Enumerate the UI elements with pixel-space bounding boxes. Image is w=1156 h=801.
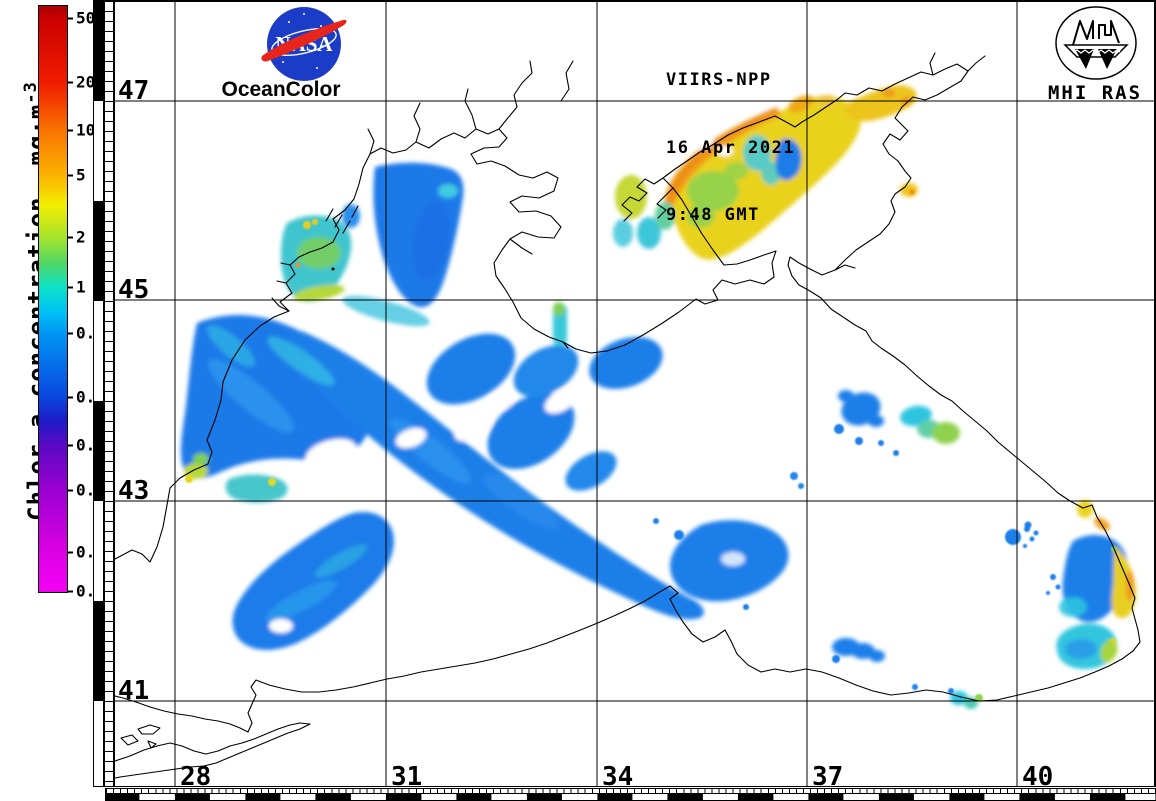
colorbar-tickmark xyxy=(67,129,73,131)
latitude-ruler-ticks xyxy=(104,0,114,787)
marmara-coastline xyxy=(115,722,311,779)
rivers-and-lagoons xyxy=(271,52,986,349)
graticule-grid xyxy=(115,2,1155,786)
mhi-ras-label: MHI RAS xyxy=(1047,82,1143,104)
coastline xyxy=(115,52,1141,779)
nasa-logo: NASA xyxy=(259,4,349,84)
longitude-ruler-blocks xyxy=(105,794,1156,801)
colorbar-tick-label: 1 xyxy=(76,277,86,297)
date-label: 16 Apr 2021 xyxy=(666,137,796,158)
longitude-label: 37 xyxy=(812,762,844,792)
chlorophyll-patches xyxy=(180,85,1136,709)
mhi-ras-logo-icon xyxy=(1053,5,1139,81)
colorbar-tickmark xyxy=(67,396,73,398)
black-sea-chlorophyll-map xyxy=(115,2,1155,786)
colorbar-tick-label: 50 xyxy=(76,8,96,28)
latitude-label: 45 xyxy=(118,275,150,305)
colorbar-tickmark xyxy=(67,332,73,334)
black-sea-azov-coastline xyxy=(115,63,1141,733)
longitude-label: 31 xyxy=(391,762,423,792)
colorbar-tick: 5 xyxy=(67,166,86,185)
latitude-label: 41 xyxy=(118,676,150,706)
colorbar-tickmark xyxy=(67,551,73,553)
colorbar-tick-label: 2 xyxy=(76,227,86,247)
colorbar-tick-label: 10 xyxy=(76,120,96,140)
map-area: VIIRS-NPP 16 Apr 2021 9:48 GMT NASA Ocea… xyxy=(114,0,1156,792)
colorbar-tick: 1 xyxy=(67,278,86,297)
latitude-ruler-blocks xyxy=(93,0,104,787)
colorbar-tick-label: 5 xyxy=(76,165,86,185)
colorbar-tick: 2 xyxy=(67,228,86,247)
nasa-insignia-icon: NASA xyxy=(261,7,347,81)
colorbar-gradient xyxy=(38,5,68,593)
colorbar-tickmark xyxy=(67,590,73,592)
annotation-block: VIIRS-NPP 16 Apr 2021 9:48 GMT xyxy=(666,24,795,272)
colorbar-tick: 50 xyxy=(67,9,95,28)
longitude-label: 40 xyxy=(1022,762,1054,792)
snake-island xyxy=(331,267,335,271)
colorbar-tick: 10 xyxy=(67,121,95,140)
marmara-islands xyxy=(120,724,161,749)
colorbar-tickmark xyxy=(67,286,73,288)
time-label: 9:48 GMT xyxy=(666,205,760,225)
colorbar-tick-label: 20 xyxy=(76,72,96,92)
colorbar-tickmark xyxy=(67,81,73,83)
sensor-label: VIIRS-NPP xyxy=(666,70,772,90)
colorbar-tick: 20 xyxy=(67,73,95,92)
colorbar-tickmark xyxy=(67,236,73,238)
longitude-label: 34 xyxy=(602,762,634,792)
latitude-label: 43 xyxy=(118,476,150,506)
colorbar-tickmark xyxy=(67,444,73,446)
oceancolor-label: OceanColor xyxy=(221,78,341,101)
longitude-label: 28 xyxy=(180,762,212,792)
colorbar-tickmark xyxy=(67,489,73,491)
colorbar-tickmark xyxy=(67,174,73,176)
colorbar-tickmark xyxy=(67,17,73,19)
latitude-label: 47 xyxy=(118,76,150,106)
